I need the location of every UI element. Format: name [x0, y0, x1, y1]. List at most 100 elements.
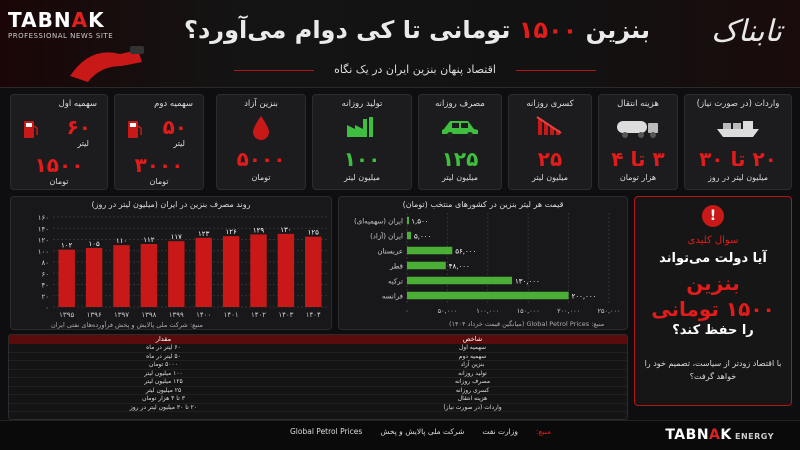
category-label: فرانسه: [382, 293, 403, 301]
category-label: عربستان: [377, 248, 403, 256]
table-cell-value: ۲۰ تا ۳۰ میلیون لیتر در روز: [129, 403, 198, 411]
table-row: سهمیه دوم ۵۰ لیتر در ماه: [9, 353, 627, 361]
x-tick-label: ۱۴۰۱: [224, 311, 239, 319]
table-cell-value: ۶۰ لیتر در ماه: [146, 344, 181, 351]
stat-card-title: واردات (در صورت نیاز): [696, 99, 780, 109]
stat-card: مصرف روزانه ۱۲۵ میلیون لیتر: [418, 94, 502, 190]
quota2-title: سهمیه دوم: [154, 99, 193, 109]
stat-card-title: تولید روزانه: [341, 99, 383, 109]
quota2-price-unit: تومان: [149, 177, 169, 186]
table-cell-indicator: کسری روزانه: [455, 386, 490, 394]
table-row: هزینه انتقال ۳ تا ۴ هزار تومان: [9, 395, 627, 404]
consumption-bar: [85, 247, 103, 307]
drop-icon: [251, 115, 271, 145]
x-tick-label: ۱۴۰۴: [306, 311, 321, 319]
quota2-amount-unit: لیتر: [173, 139, 185, 148]
bar-value-label: ۱۱۰: [116, 237, 127, 245]
warning-icon: !: [702, 205, 724, 227]
consumption-bar: [305, 236, 322, 307]
table-row: مصرف روزانه ۱۲۵ میلیون لیتر: [9, 378, 627, 387]
bar-value-label: ۱۱۷: [171, 233, 183, 241]
quota1-price: ۱۵۰۰: [34, 153, 84, 177]
kq-line-2: آیا دولت می‌تواند: [659, 251, 767, 266]
price-chart-panel: قیمت هر لیتر بنزین در کشورهای منتخب (توم…: [338, 196, 628, 330]
x-tick-label: ۱۰۰,۰۰۰: [476, 307, 499, 315]
footer-brand: TABNAK ENERGY: [665, 427, 774, 443]
table-row: واردات (در صورت نیاز) ۲۰ تا ۳۰ میلیون لیت…: [9, 403, 627, 412]
stat-card-value: ۲۰ تا ۳۰: [699, 147, 777, 171]
table-row: تولید روزانه ۱۰۰ میلیون لیتر: [9, 369, 627, 378]
stat-card-value: ۲۵: [537, 147, 563, 171]
price-bar-chart: ۰ ۵۰,۰۰۰ ۱۰۰,۰۰۰ ۱۵۰,۰۰۰ ۲۰۰,۰۰۰ ۲۵۰,۰۰۰۱,۵۰۰…: [354, 213, 621, 315]
price-bar: [407, 261, 446, 270]
stat-card-value: ۳ تا ۴: [611, 147, 665, 171]
table-row: کسری روزانه ۲۵ میلیون لیتر: [9, 386, 627, 395]
page-title: بنزین ۱۵۰۰ تومانی تا کی دوام می‌آورد؟: [180, 16, 650, 44]
quota1-title: سهمیه اول: [58, 99, 97, 109]
fuel-pump-icon: [128, 121, 142, 138]
x-tick-label: ۵۰,۰۰۰: [438, 307, 458, 315]
x-tick-label: ۲۵۰,۰۰۰: [597, 307, 620, 315]
title-post: تومانی تا کی دوام می‌آورد؟: [184, 16, 511, 44]
y-tick-label: ۲۰: [41, 293, 49, 301]
footer-sources-label: منبع:: [536, 427, 552, 436]
bar-value-label: ۱۲۵: [308, 229, 320, 237]
trend-down-icon: [535, 115, 565, 143]
bar-value-label: ۲۰۰,۰۰۰: [572, 293, 597, 301]
quota1-price-unit: تومان: [49, 177, 69, 186]
price-bar: [407, 276, 513, 285]
stat-card-value: ۵۰۰۰: [236, 147, 286, 171]
stat-card-unit: هزار تومان: [619, 173, 657, 182]
y-tick-label: ۱۴۰: [38, 225, 49, 233]
footer-sources: منبع: وزارت نفت شرکت ملی پالایش و پخش Gl…: [290, 427, 551, 436]
x-tick-label: ۰: [405, 307, 409, 315]
stat-card: واردات (در صورت نیاز) ۲۰ تا ۳۰ میلیون لیتر…: [684, 94, 792, 190]
car-icon: [440, 115, 480, 143]
tabnak-logo: TABNAK: [8, 8, 105, 32]
quota-first-card: سهمیه اول ۶۰ لیتر ۱۵۰۰ تومان: [10, 94, 108, 190]
price-chart-title: قیمت هر لیتر بنزین در کشورهای منتخب (توم…: [402, 200, 564, 209]
x-tick-label: ۱۳۹۷: [114, 311, 129, 319]
x-tick-label: ۱۳۹۶: [87, 311, 102, 319]
bar-value-label: ۱۲۶: [225, 228, 237, 236]
category-label: ترکیه: [388, 278, 403, 286]
bar-value-label: ۱۰۲: [61, 242, 73, 250]
kq-line-3: بنزین: [686, 271, 740, 295]
category-label: ایران (آزاد): [370, 232, 403, 241]
table-header-indicator: شاخص: [462, 335, 483, 343]
stat-card: تولید روزانه ۱۰۰ میلیون لیتر: [312, 94, 412, 190]
table-cell-value: ۲۵ میلیون لیتر: [145, 386, 182, 394]
table-row: بنزین آزاد ۵۰۰۰ تومان: [9, 361, 627, 370]
stat-card-unit: میلیون لیتر: [344, 173, 380, 182]
kq-line-4: ۱۵۰۰ تومانی: [651, 297, 775, 321]
consumption-bar: [58, 249, 75, 307]
consumption-bar: [140, 244, 158, 307]
table-cell-indicator: بنزین آزاد: [460, 361, 485, 368]
y-tick-label: ۶۰: [41, 270, 49, 278]
bar-value-label: ۱۳۰: [280, 226, 291, 234]
fuel-nozzle-icon: [70, 46, 144, 82]
y-tick-label: ۰: [45, 304, 49, 312]
consumption-bar-chart: ۰ ۲۰ ۴۰ ۶۰ ۸۰ ۱۰۰ ۱۲۰ ۱۴۰ ۱۶۰ ۱۰۲ ۱۳۹۵ ۱۰۵ ۱۳۹۶ ۱۱۰ ۱۳…: [38, 214, 327, 319]
page-subtitle: اقتصاد پنهان بنزین ایران در یک نگاه: [234, 63, 596, 76]
x-tick-label: ۱۳۹۵: [59, 311, 74, 319]
x-tick-label: ۱۳۹۸: [141, 311, 156, 319]
x-tick-label: ۲۰۰,۰۰۰: [557, 307, 580, 315]
table-cell-indicator: تولید روزانه: [458, 369, 487, 377]
table-cell-indicator: هزینه انتقال: [457, 395, 488, 402]
brand-logo-fa: تابناک: [711, 14, 782, 49]
quota2-amount: ۵۰: [162, 115, 187, 139]
y-tick-label: ۴۰: [41, 282, 49, 290]
stat-card-title: مصرف روزانه: [435, 99, 485, 109]
kq-note: با اقتصاد زودتر از سیاست، تصمیم خود را خ…: [644, 359, 782, 381]
fuel-pump-icon: [24, 121, 38, 138]
summary-table: شاخص مقدار سهمیه اول ۶۰ لیتر در ماه سهمیه …: [8, 334, 628, 420]
x-tick-label: ۱۴۰۳: [278, 311, 293, 319]
y-tick-label: ۱۲۰: [38, 237, 49, 245]
x-tick-label: ۱۵۰,۰۰۰: [517, 307, 540, 315]
bar-value-label: ۱۲۹: [253, 226, 265, 234]
stat-card-title: هزینه انتقال: [617, 99, 659, 109]
factory-icon: [345, 115, 379, 143]
footer-source-2: شرکت ملی پالایش و پخش: [380, 427, 465, 436]
footer-brand-en: ENERGY: [731, 432, 774, 441]
